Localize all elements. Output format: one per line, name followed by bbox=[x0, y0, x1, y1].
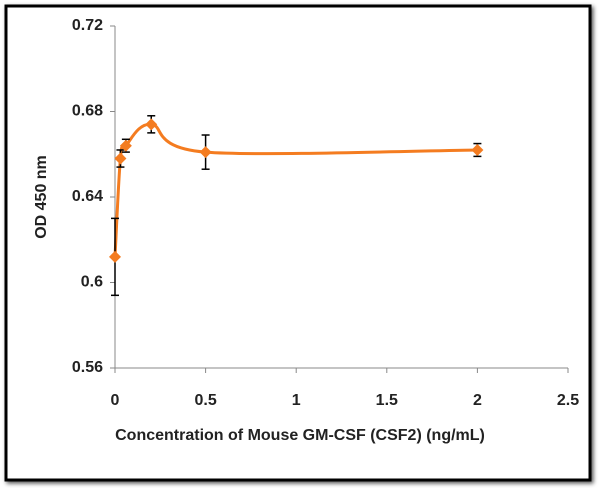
x-tick-label: 0.5 bbox=[194, 392, 216, 409]
x-tick-label: 1.5 bbox=[376, 392, 398, 409]
x-tick-label: 1 bbox=[292, 392, 301, 409]
x-tick-label: 2.5 bbox=[557, 392, 579, 409]
marker bbox=[471, 143, 484, 156]
y-tick-label: 0.6 bbox=[81, 274, 103, 291]
marker bbox=[119, 139, 132, 152]
x-tick-label: 0 bbox=[111, 392, 120, 409]
marker bbox=[199, 146, 212, 159]
y-tick-label: 0.72 bbox=[72, 17, 103, 34]
y-tick-label: 0.64 bbox=[72, 188, 103, 205]
y-axis-label: OD 450 nm bbox=[33, 155, 50, 239]
y-tick-label: 0.56 bbox=[72, 359, 103, 376]
marker bbox=[109, 250, 121, 263]
marker bbox=[145, 118, 158, 131]
x-axis-label: Concentration of Mouse GM-CSF (CSF2) (ng… bbox=[115, 427, 485, 444]
x-tick-label: 2 bbox=[473, 392, 482, 409]
marker bbox=[114, 152, 127, 165]
y-tick-label: 0.68 bbox=[72, 103, 103, 120]
frame bbox=[4, 4, 592, 482]
